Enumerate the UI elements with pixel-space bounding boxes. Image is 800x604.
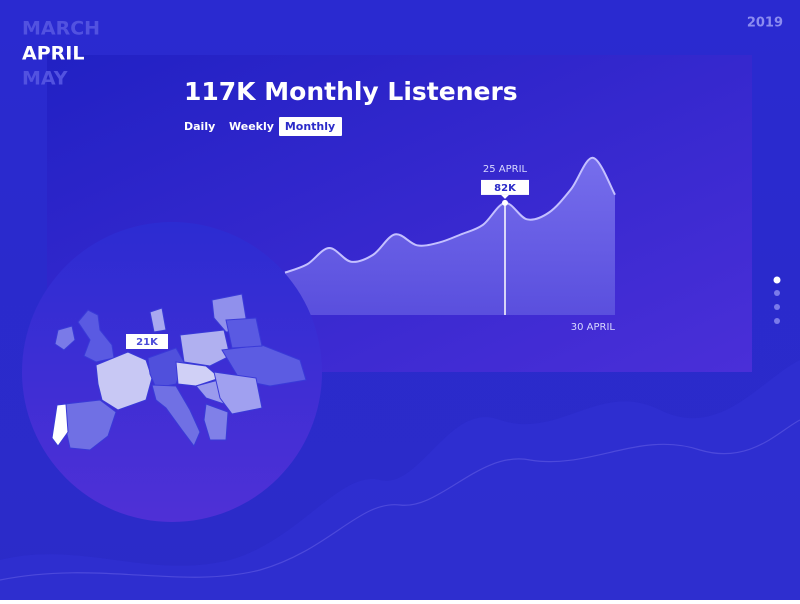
x-label: 30 APRIL — [571, 322, 616, 333]
map — [51, 293, 307, 451]
tooltip-tip — [501, 194, 509, 199]
country — [51, 403, 69, 447]
tooltip — [481, 179, 529, 195]
country — [149, 307, 167, 333]
map-label: 21K — [136, 337, 159, 348]
country — [203, 403, 229, 441]
month[interactable]: MARCH — [22, 18, 100, 40]
area — [285, 157, 615, 315]
page-dot[interactable] — [773, 276, 781, 284]
country — [77, 309, 115, 363]
country — [54, 325, 76, 351]
country — [179, 329, 231, 367]
country — [175, 361, 221, 387]
map-tooltip — [126, 334, 168, 349]
tab-active-bg[interactable] — [279, 117, 342, 136]
country — [151, 384, 201, 447]
background-wave — [0, 360, 800, 600]
country — [95, 351, 153, 411]
page-dot[interactable] — [774, 318, 780, 324]
country — [147, 347, 185, 389]
title: 117K Monthly Listeners — [184, 77, 518, 106]
tab[interactable]: Daily — [184, 120, 215, 133]
marker-dot — [502, 199, 508, 206]
month-active[interactable]: APRIL — [22, 43, 84, 65]
year: 2019 — [747, 16, 783, 31]
country — [213, 371, 263, 415]
country — [225, 317, 263, 349]
page-dot[interactable] — [774, 304, 780, 310]
area-line — [284, 156, 616, 274]
x-label: 25 APRIL — [483, 164, 528, 175]
area-chart: 82K 25 APRIL 30 APRIL — [284, 156, 616, 333]
background-line — [0, 419, 800, 581]
month[interactable]: MAY — [22, 68, 68, 90]
page-dot[interactable] — [774, 290, 780, 296]
value-label: 82K — [494, 183, 517, 194]
tab[interactable]: Weekly — [229, 120, 274, 133]
tab[interactable]: Monthly — [285, 120, 335, 133]
